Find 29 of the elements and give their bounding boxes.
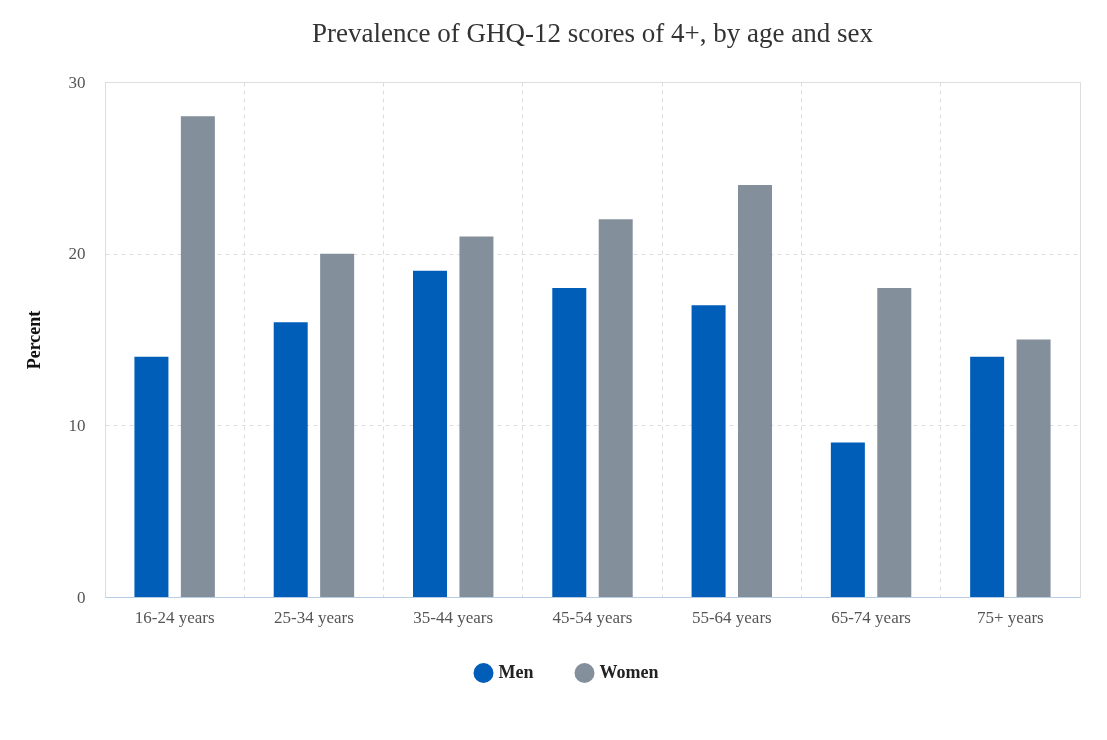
- bar: [180, 116, 215, 597]
- chart-title: Prevalence of GHQ-12 scores of 4+, by age and sex: [311, 18, 874, 48]
- bar: [691, 305, 726, 597]
- x-tick-label: 16-24 years: [134, 607, 215, 627]
- bar: [1016, 339, 1051, 597]
- legend-label: Women: [599, 662, 659, 682]
- bar: [413, 270, 447, 597]
- x-tick-label: 35-44 years: [413, 607, 494, 627]
- y-axis-title: Percent: [23, 310, 44, 370]
- y-tick-label: 30: [68, 72, 86, 92]
- x-tick-label: 65-74 years: [831, 607, 911, 627]
- y-tick-label: 10: [68, 415, 86, 435]
- y-tick-label: 20: [68, 244, 86, 264]
- bar: [598, 219, 633, 597]
- bar: [970, 356, 1005, 597]
- bar: [738, 185, 772, 597]
- bar: [877, 288, 912, 597]
- bar: [134, 356, 169, 597]
- bar: [273, 322, 308, 597]
- x-tick-label: 25-34 years: [274, 607, 354, 627]
- y-tick-label: 0: [77, 587, 86, 607]
- bar: [320, 253, 355, 597]
- x-tick-label: 55-64 years: [691, 607, 772, 627]
- legend-label: Men: [498, 662, 534, 682]
- bar: [830, 442, 865, 597]
- bar: [552, 288, 587, 597]
- x-tick-label: 45-54 years: [552, 607, 633, 627]
- x-tick-label: 75+ years: [977, 607, 1044, 627]
- bar: [459, 236, 494, 597]
